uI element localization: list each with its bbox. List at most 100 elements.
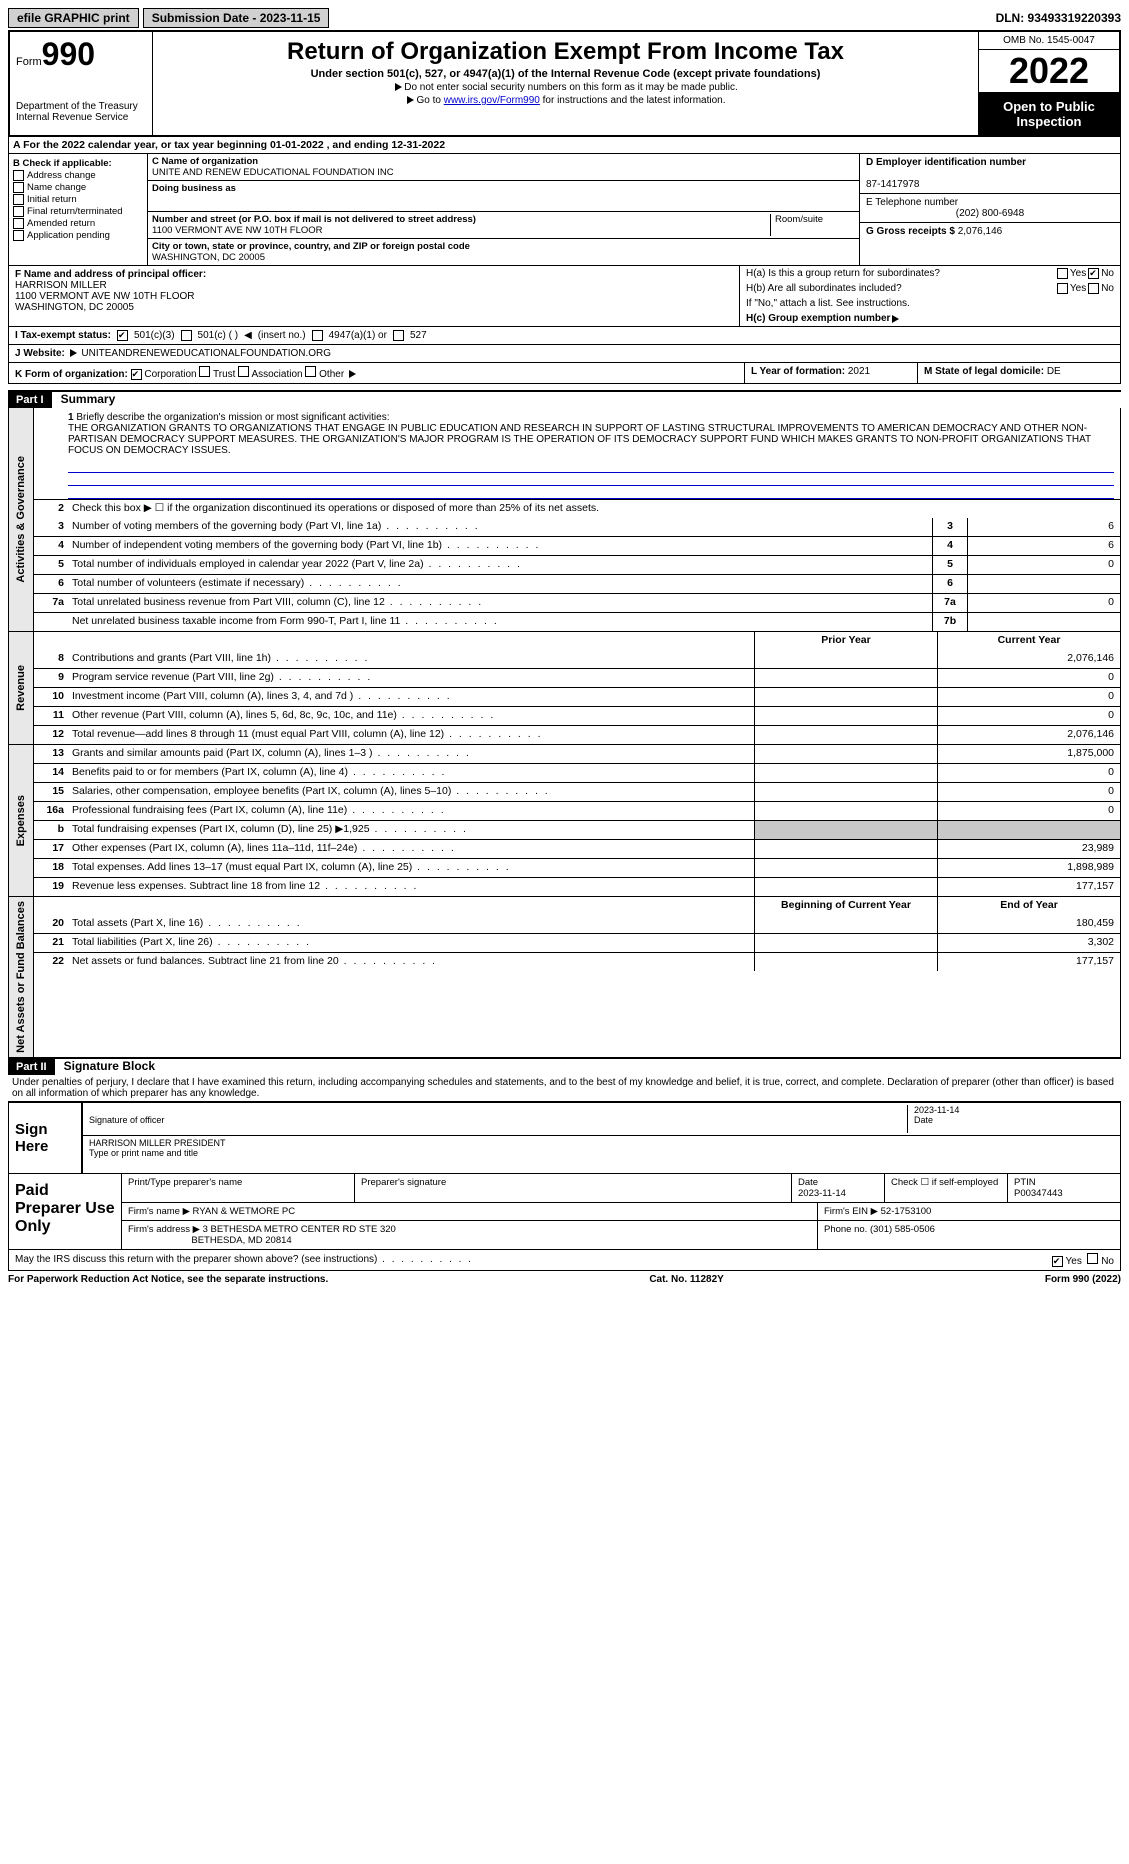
firm-addr2: BETHESDA, MD 20814 (191, 1235, 291, 1246)
vlabel-rev: Revenue (15, 661, 27, 715)
l-value: 2021 (848, 366, 870, 377)
blank-line (68, 473, 1114, 486)
top-bar: efile GRAPHIC print Submission Date - 20… (8, 8, 1121, 28)
prep-name-label: Print/Type preparer's name (122, 1174, 355, 1202)
line-row: 18Total expenses. Add lines 13–17 (must … (34, 858, 1120, 877)
sign-here-block: Sign Here Signature of officer 2023-11-1… (8, 1102, 1121, 1174)
firm-ein: 52-1753100 (881, 1206, 932, 1217)
submission-date-button[interactable]: Submission Date - 2023-11-15 (143, 8, 330, 28)
line-row: 16aProfessional fundraising fees (Part I… (34, 801, 1120, 820)
section-a: A For the 2022 calendar year, or tax yea… (8, 137, 1121, 154)
blank-line (68, 486, 1114, 499)
vlabel-exp: Expenses (15, 791, 27, 850)
section-j: J Website: UNITEANDRENEWEDUCATIONALFOUND… (8, 345, 1121, 363)
dept-treasury: Department of the Treasury (16, 101, 146, 112)
line-row: 4Number of independent voting members of… (34, 536, 1120, 555)
chk-discuss-no[interactable] (1087, 1253, 1098, 1264)
prep-date: 2023-11-14 (798, 1188, 846, 1199)
k-label: K Form of organization: (15, 369, 128, 380)
gross-value: 2,076,146 (958, 226, 1003, 237)
sig-date: 2023-11-14 (914, 1105, 959, 1115)
line-row: 5Total number of individuals employed in… (34, 555, 1120, 574)
c-name-label: C Name of organization (152, 156, 855, 167)
instruction-ssn: Do not enter social security numbers on … (157, 82, 974, 93)
part2-title: Signature Block (58, 1059, 155, 1073)
b-label: B Check if applicable: (13, 158, 143, 169)
section-deg: D Employer identification number 87-1417… (859, 154, 1120, 265)
gross-label: G Gross receipts $ (866, 226, 955, 237)
chk-ha-no[interactable] (1088, 268, 1099, 279)
chk-other[interactable] (305, 366, 316, 377)
line-row: 10Investment income (Part VIII, column (… (34, 687, 1120, 706)
chk-hb-yes[interactable] (1057, 283, 1068, 294)
f-label: F Name and address of principal officer: (15, 269, 206, 280)
sign-here-label: Sign Here (9, 1103, 81, 1173)
col-current: Current Year (937, 632, 1120, 650)
discuss-text: May the IRS discuss this return with the… (15, 1254, 473, 1265)
efile-button[interactable]: efile GRAPHIC print (8, 8, 139, 28)
chk-amended[interactable] (13, 218, 24, 229)
chk-corp[interactable] (131, 369, 142, 380)
form-number: Form990 (16, 36, 146, 73)
line-row: 19Revenue less expenses. Subtract line 1… (34, 877, 1120, 896)
chk-discuss-yes[interactable] (1052, 1256, 1063, 1267)
ein-value: 87-1417978 (866, 179, 919, 190)
section-i: I Tax-exempt status: 501(c)(3) 501(c) ( … (8, 327, 1121, 345)
chk-527[interactable] (393, 330, 404, 341)
firm-addr1: 3 BETHESDA METRO CENTER RD STE 320 (203, 1224, 396, 1235)
chk-assoc[interactable] (238, 366, 249, 377)
section-h: H(a) Is this a group return for subordin… (739, 266, 1120, 326)
street-value: 1100 VERMONT AVE NW 10TH FLOOR (152, 225, 323, 236)
section-klm: K Form of organization: Corporation Trus… (8, 363, 1121, 384)
form-header: Form990 Department of the Treasury Inter… (8, 30, 1121, 137)
line-row: 21Total liabilities (Part X, line 26)3,3… (34, 933, 1120, 952)
officer-name-title: HARRISON MILLER PRESIDENT (89, 1138, 226, 1148)
line-row: 11Other revenue (Part VIII, column (A), … (34, 706, 1120, 725)
instruction-link: Go to www.irs.gov/Form990 for instructio… (157, 95, 974, 106)
chk-final-return[interactable] (13, 206, 24, 217)
footer-form: Form 990 (2022) (1045, 1274, 1121, 1285)
chk-4947[interactable] (312, 330, 323, 341)
tax-year: 2022 (979, 50, 1119, 93)
block-fh: F Name and address of principal officer:… (8, 266, 1121, 327)
chk-hb-no[interactable] (1088, 283, 1099, 294)
line-row: 15Salaries, other compensation, employee… (34, 782, 1120, 801)
line-row: 8Contributions and grants (Part VIII, li… (34, 650, 1120, 668)
chk-501c3[interactable] (117, 330, 128, 341)
line-row: 6Total number of volunteers (estimate if… (34, 574, 1120, 593)
chk-application-pending[interactable] (13, 230, 24, 241)
ha-label: H(a) Is this a group return for subordin… (746, 268, 940, 279)
hb-label: H(b) Are all subordinates included? (746, 283, 902, 294)
part1-title: Summary (55, 392, 116, 406)
col-end: End of Year (937, 897, 1120, 915)
l-label: L Year of formation: (751, 366, 845, 377)
footer-cat: Cat. No. 11282Y (649, 1274, 723, 1285)
part2-bar: Part II Signature Block (8, 1058, 1121, 1075)
col-begin: Beginning of Current Year (754, 897, 937, 915)
section-f: F Name and address of principal officer:… (9, 266, 739, 326)
chk-address-change[interactable] (13, 170, 24, 181)
chk-name-change[interactable] (13, 182, 24, 193)
section-b: B Check if applicable: Address change Na… (9, 154, 148, 265)
line-row: 20Total assets (Part X, line 16)180,459 (34, 915, 1120, 933)
phone-value: (202) 800-6948 (866, 208, 1114, 219)
j-label: J Website: (15, 348, 65, 359)
street-label: Number and street (or P.O. box if mail i… (152, 214, 476, 225)
chk-501c[interactable] (181, 330, 192, 341)
block-bc: B Check if applicable: Address change Na… (8, 154, 1121, 266)
name-title-label: Type or print name and title (89, 1148, 198, 1158)
chk-trust[interactable] (199, 366, 210, 377)
m-value: DE (1047, 366, 1061, 377)
line-row: 13Grants and similar amounts paid (Part … (34, 745, 1120, 763)
footer: For Paperwork Reduction Act Notice, see … (8, 1271, 1121, 1288)
chk-ha-yes[interactable] (1057, 268, 1068, 279)
irs-label: Internal Revenue Service (16, 112, 146, 123)
irs-link[interactable]: www.irs.gov/Form990 (444, 95, 540, 106)
expenses-section: Expenses 13Grants and similar amounts pa… (8, 745, 1121, 897)
room-suite: Room/suite (770, 214, 855, 236)
hb-note: If "No," attach a list. See instructions… (746, 298, 910, 309)
chk-initial-return[interactable] (13, 194, 24, 205)
vlabel-na: Net Assets or Fund Balances (15, 897, 27, 1057)
officer-addr2: WASHINGTON, DC 20005 (15, 302, 134, 313)
omb-number: OMB No. 1545-0047 (979, 32, 1119, 50)
